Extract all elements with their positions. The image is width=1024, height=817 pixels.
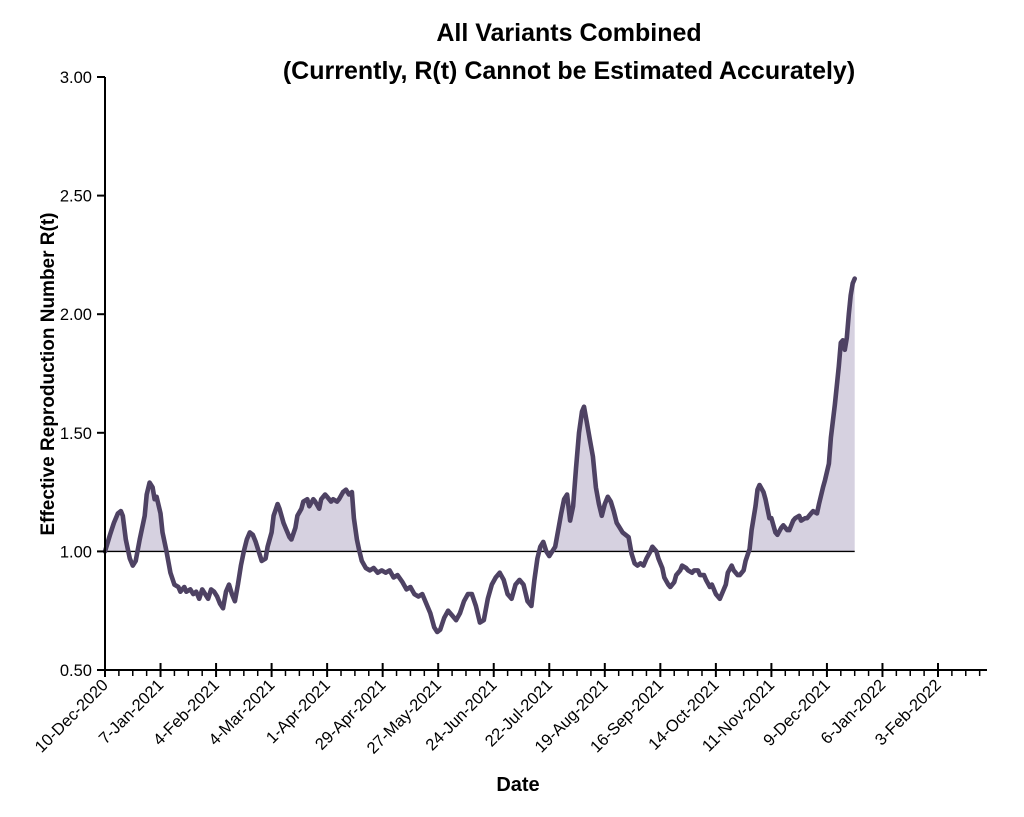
x-axis-tick-label: 10-Dec-2020: [32, 676, 112, 756]
y-axis-tick-label: 0.50: [60, 662, 92, 680]
y-axis-tick-label: 2.00: [60, 306, 92, 324]
x-axis-title: Date: [496, 774, 540, 796]
area-above-one-fill: [105, 278, 855, 552]
y-axis-tick-label: 3.00: [60, 69, 92, 87]
chart-title: All Variants Combined (Currently, R(t) C…: [114, 14, 1024, 90]
chart-title-line1: All Variants Combined: [436, 19, 702, 47]
y-axis-tick-label: 1.00: [60, 543, 92, 561]
y-axis-tick-label: 1.50: [60, 425, 92, 443]
y-axis-tick-label: 2.50: [60, 188, 92, 206]
rt-series-line: [102, 276, 857, 635]
chart-title-line2: (Currently, R(t) Cannot be Estimated Acc…: [282, 57, 856, 85]
